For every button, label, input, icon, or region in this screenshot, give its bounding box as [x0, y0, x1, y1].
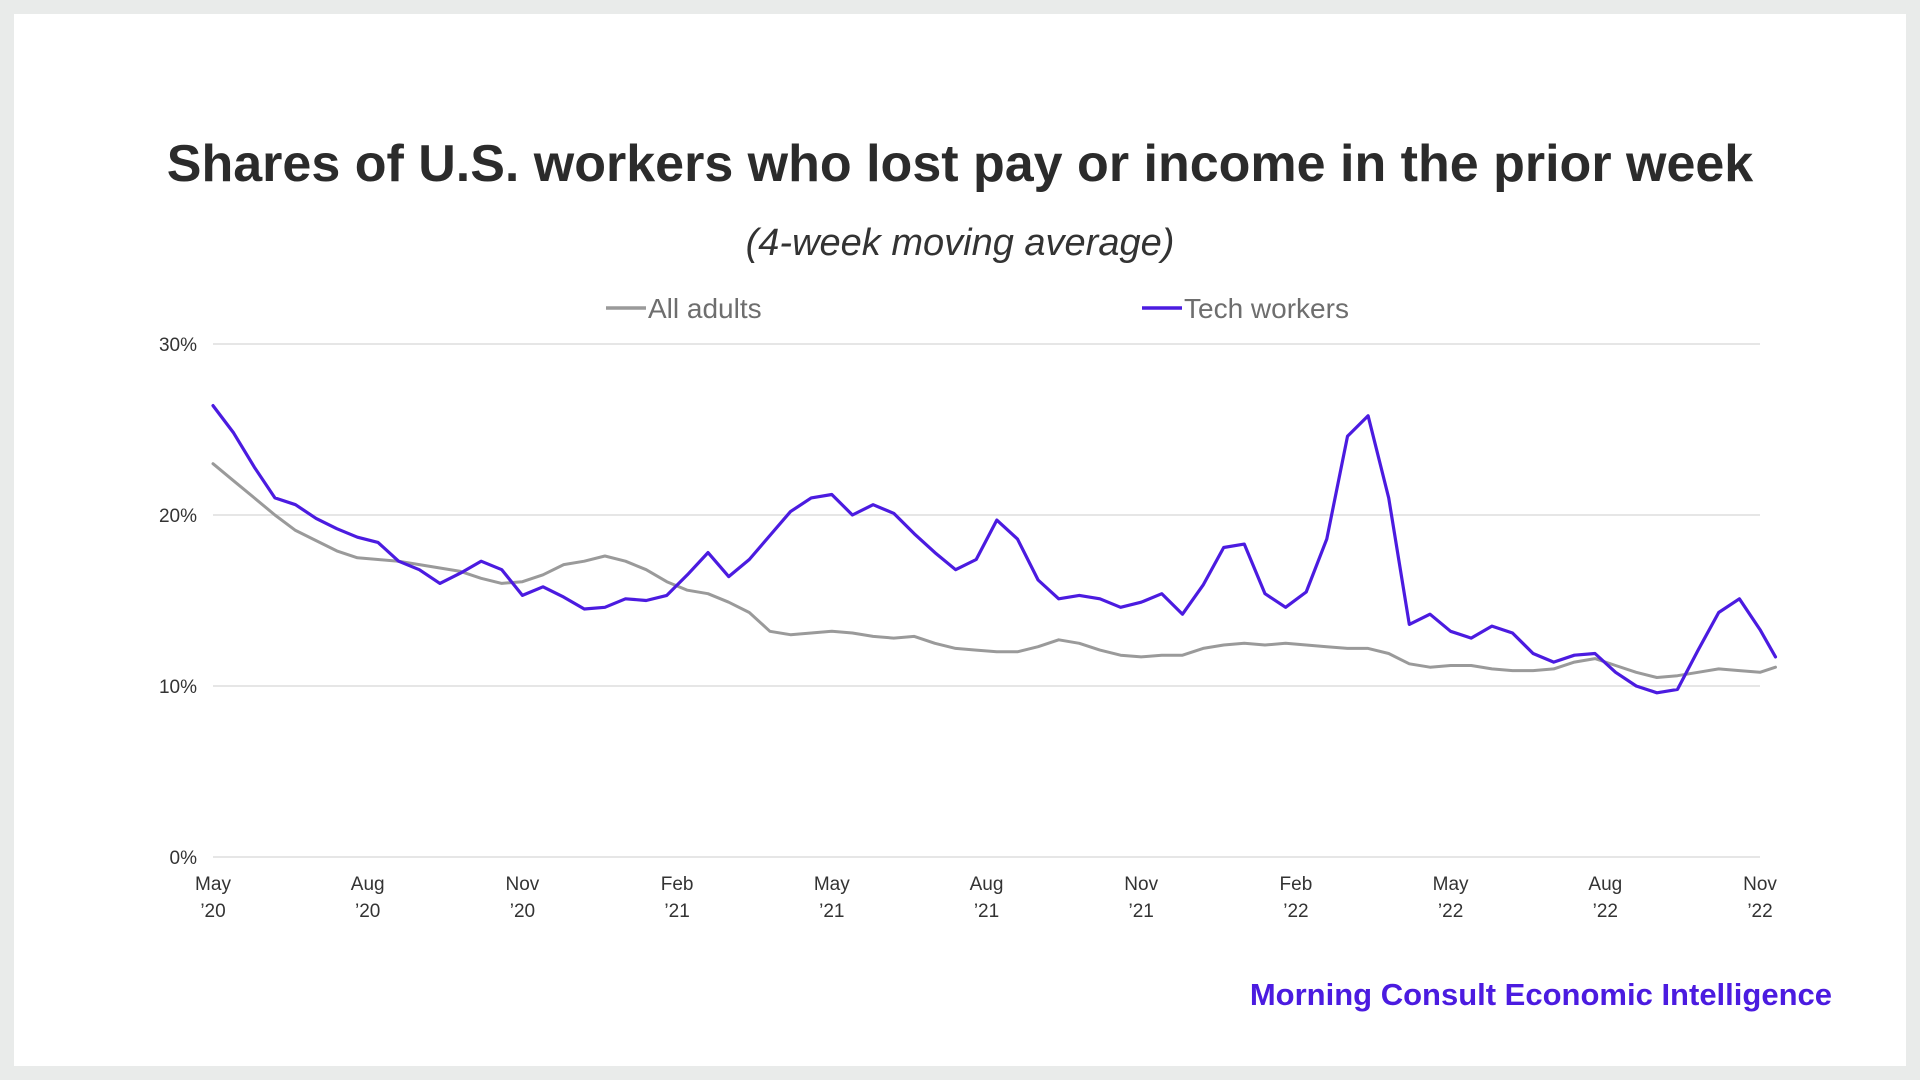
x-tick-year: ’20	[510, 901, 535, 922]
x-tick-year: ’21	[664, 901, 689, 922]
series-line-tech-workers	[211, 404, 1778, 695]
x-tick-year: ’21	[974, 901, 999, 922]
x-tick-month: Nov	[1124, 874, 1158, 895]
x-tick-year: ’20	[355, 901, 380, 922]
legend: All adults Tech workers	[606, 293, 1349, 324]
x-tick-year: ’22	[1283, 901, 1308, 922]
x-tick-month: May	[195, 874, 231, 895]
y-tick-label: 0%	[170, 848, 198, 869]
x-axis-ticks: May ’20 Aug ’20 Nov ’20 Feb ’21 May ’21 Aug ’21 Nov ’…	[195, 874, 1777, 922]
chart-card: Shares of U.S. workers who lost pay or i…	[14, 14, 1906, 1066]
chart-subtitle: (4-week moving average)	[745, 222, 1175, 264]
series-lines	[211, 404, 1778, 695]
x-tick-month: Feb	[661, 874, 694, 895]
series-line-all-adults	[211, 462, 1777, 679]
gridlines	[213, 343, 1760, 858]
x-tick-year: ’22	[1593, 901, 1618, 922]
x-tick-year: ’21	[819, 901, 844, 922]
chart-title: Shares of U.S. workers who lost pay or i…	[166, 135, 1754, 193]
x-tick-year: ’22	[1747, 901, 1772, 922]
x-tick-month: May	[1433, 874, 1469, 895]
y-tick-label: 20%	[159, 506, 197, 527]
x-tick-month: Feb	[1280, 874, 1313, 895]
x-tick-month: Nov	[506, 874, 540, 895]
x-tick-month: Aug	[351, 874, 385, 895]
y-axis-ticks: 0% 10% 20% 30%	[159, 335, 197, 869]
y-tick-label: 10%	[159, 677, 197, 698]
x-tick-month: May	[814, 874, 850, 895]
x-tick-month: Aug	[970, 874, 1004, 895]
legend-label: All adults	[648, 293, 762, 324]
x-tick-year: ’20	[200, 901, 225, 922]
line-chart: 0% 10% 20% 30% May ’20 Aug ’20 Nov ’20 Feb ’21 May ’…	[159, 293, 1778, 922]
x-tick-year: ’21	[1129, 901, 1154, 922]
legend-label: Tech workers	[1184, 293, 1349, 324]
y-tick-label: 30%	[159, 335, 197, 356]
x-tick-year: ’22	[1438, 901, 1463, 922]
x-tick-month: Aug	[1588, 874, 1622, 895]
brand-label: Morning Consult Economic Intelligence	[1249, 977, 1832, 1012]
x-tick-month: Nov	[1743, 874, 1777, 895]
